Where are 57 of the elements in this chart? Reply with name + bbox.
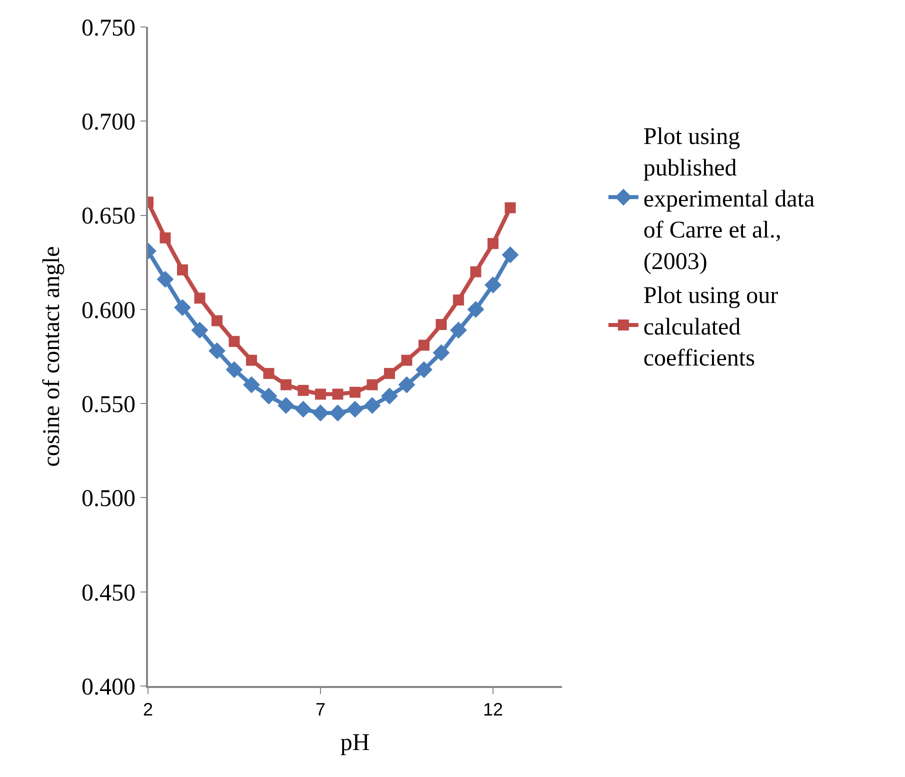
point: [332, 388, 344, 400]
point: [470, 266, 482, 278]
point: [194, 292, 206, 304]
point: [381, 388, 398, 404]
point: [191, 322, 208, 339]
x-tick-label: 7: [315, 699, 326, 720]
y-tick-label: 0.450: [81, 580, 136, 606]
point: [226, 361, 243, 378]
point: [298, 384, 309, 396]
point: [278, 397, 294, 414]
point: [416, 361, 432, 378]
y-tick-label: 0.600: [81, 298, 136, 324]
point: [364, 397, 381, 414]
point: [243, 376, 260, 394]
point: [263, 368, 274, 379]
point: [436, 318, 447, 330]
y-tick-label: 0.700: [81, 110, 136, 136]
point: [398, 376, 416, 394]
point: [418, 340, 430, 351]
point: [260, 388, 278, 404]
point: [208, 342, 226, 360]
point: [401, 354, 412, 366]
x-tick-label: 12: [482, 699, 504, 720]
point: [228, 336, 240, 347]
point: [212, 315, 222, 326]
point: [502, 246, 519, 264]
point: [329, 404, 346, 422]
x-axis-title: pH: [340, 730, 370, 756]
point: [294, 400, 312, 418]
point: [384, 368, 395, 379]
point: [484, 276, 502, 294]
y-tick-label: 0.750: [81, 15, 136, 42]
point: [315, 388, 326, 400]
point: [453, 294, 464, 306]
point: [312, 404, 329, 422]
point: [432, 344, 450, 362]
legend-label: Plot using our calculated coefficients: [643, 283, 778, 372]
y-axis-title: cosine of contact angle: [39, 246, 66, 467]
point: [280, 379, 292, 390]
point: [488, 238, 498, 250]
y-tick-label: 0.550: [81, 392, 136, 418]
point: [366, 379, 378, 390]
point: [174, 299, 191, 316]
legend-label: Plot using published experimental data of Carre et al., (2003): [643, 124, 815, 275]
x-tick-label: 2: [142, 699, 154, 720]
point: [177, 264, 188, 276]
point: [450, 322, 467, 339]
point: [346, 400, 364, 418]
point: [246, 354, 257, 366]
y-tick-label: 0.500: [81, 486, 136, 512]
y-tick-label: 0.650: [81, 204, 136, 230]
point: [156, 270, 174, 288]
y-tick-label: 0.400: [81, 674, 136, 700]
point: [350, 386, 360, 398]
point: [504, 202, 516, 214]
point: [160, 232, 171, 244]
point: [467, 300, 484, 318]
